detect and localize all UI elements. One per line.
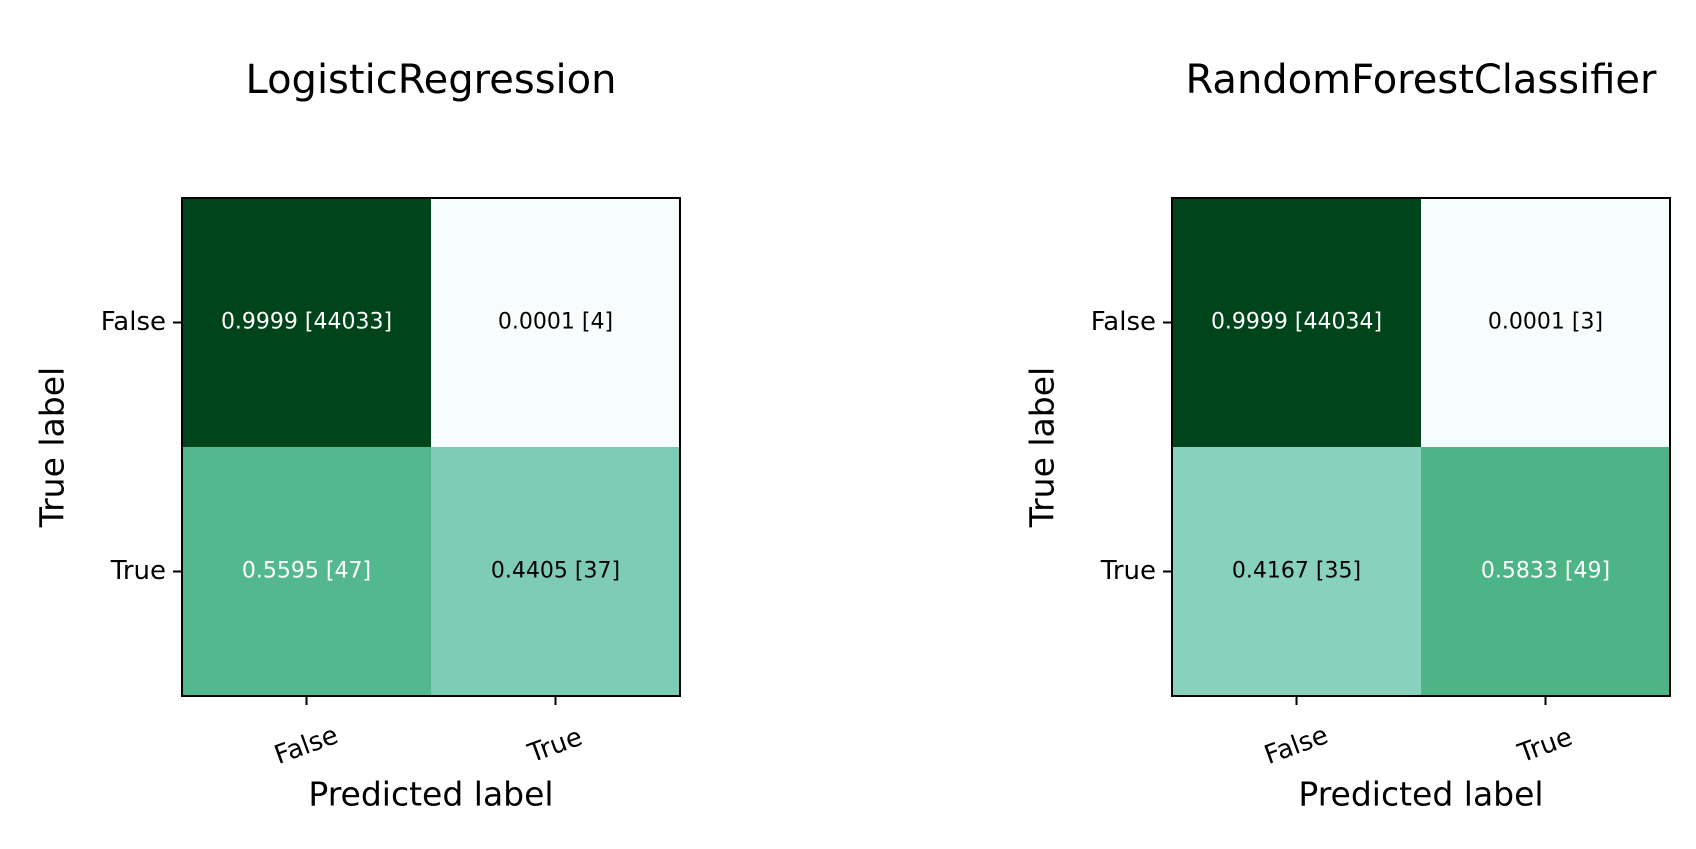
cell-value-label: 0.4405 [37] xyxy=(491,559,620,584)
cell-value-label: 0.5833 [49] xyxy=(1481,559,1610,584)
x-tick-label: False xyxy=(271,720,343,771)
heatmap-cell xyxy=(182,198,431,447)
y-tick-label: False xyxy=(1091,307,1156,337)
y-tick-label: True xyxy=(1100,556,1156,586)
cell-value-label: 0.9999 [44033] xyxy=(221,310,392,335)
cell-value-label: 0.5595 [47] xyxy=(242,559,371,584)
heatmap-cell xyxy=(1172,198,1421,447)
heatmap-cell xyxy=(431,447,680,696)
heatmap-cell xyxy=(1172,447,1421,696)
y-axis-label: True label xyxy=(1023,367,1062,528)
plot-frame xyxy=(181,197,681,697)
x-axis-label: Predicted label xyxy=(1298,775,1543,814)
x-axis-label: Predicted label xyxy=(308,775,553,814)
x-tick-label: False xyxy=(1261,720,1333,771)
chart-title: LogisticRegression xyxy=(246,57,617,103)
cell-value-label: 0.4167 [35] xyxy=(1232,559,1361,584)
confusion-matrix-2: RandomForestClassifier 0.9999 [44034] 0.00… xyxy=(1023,57,1671,814)
cell-value-label: 0.0001 [3] xyxy=(1488,310,1603,335)
plot-frame xyxy=(1171,197,1671,697)
confusion-matrix-1: LogisticRegression 0.9999 [44033] 0.0001 [… xyxy=(33,57,681,814)
y-tick-label: False xyxy=(101,307,166,337)
y-axis-label: True label xyxy=(33,367,72,528)
cell-value-label: 0.9999 [44034] xyxy=(1211,310,1382,335)
heatmap-cell xyxy=(431,198,680,447)
heatmap-cell xyxy=(1421,447,1670,696)
y-tick-label: True xyxy=(110,556,166,586)
heatmap-cell xyxy=(182,447,431,696)
x-tick-label: True xyxy=(523,722,586,769)
x-tick-label: True xyxy=(1513,722,1576,769)
cell-value-label: 0.0001 [4] xyxy=(498,310,613,335)
heatmap-cell xyxy=(1421,198,1670,447)
chart-title: RandomForestClassifier xyxy=(1186,57,1658,103)
